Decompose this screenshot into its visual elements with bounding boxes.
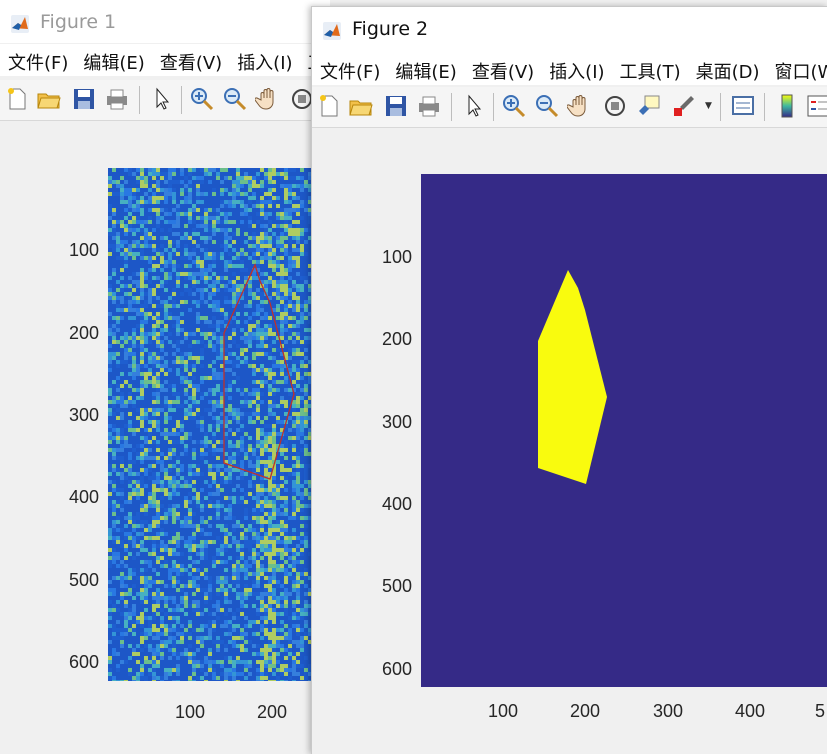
zoom-in-icon[interactable] [189,86,215,112]
menu-tools[interactable]: 工具(T) [620,53,681,84]
figure-2-titlebar[interactable]: Figure 2 [312,7,827,53]
figure-1-title: Figure 1 [40,11,116,33]
figure-1-menubar: 文件(F)编辑(E)查看(V)插入(I)工 [0,44,330,76]
figure-2-window[interactable]: Figure 2 文件(F) 编辑(E) 查看(V) 插入(I) 工具(T) 桌面(D) 窗… [311,6,827,754]
matlab-app-icon [10,14,30,34]
pointer-icon[interactable] [461,93,487,119]
y-tick-label: 400 [382,494,412,514]
brush-dropdown-icon[interactable]: ▼ [705,101,712,111]
figure-2-title: Figure 2 [352,18,428,40]
x-tick-label: 5 [815,701,825,721]
figure-1-window[interactable]: Figure 1 文件(F)编辑(E)查看(V)插入(I)工 100200300… [0,0,330,753]
y-tick-label: 100 [69,240,99,260]
matlab-app-icon [322,21,342,41]
y-tick-label: 300 [382,412,412,432]
menu-file[interactable]: 文件(F) [320,53,380,84]
pan-hand-icon[interactable] [255,86,281,112]
colorbar-icon[interactable] [774,93,800,119]
x-tick-label: 400 [735,701,765,721]
save-icon[interactable] [383,93,409,119]
figure-2-toolbar: ▼ [312,87,827,128]
menu-view[interactable]: 查看(V) [472,53,534,84]
figure-1-titlebar[interactable]: Figure 1 [0,0,330,43]
x-tick-label: 200 [257,702,287,722]
menu-insert[interactable]: 插入(I) [237,44,292,75]
x-tick-label: 100 [175,702,205,722]
menu-edit[interactable]: 编辑(E) [83,44,144,75]
new-file-icon[interactable] [316,93,342,119]
new-file-icon[interactable] [4,86,30,112]
y-tick-label: 300 [69,405,99,425]
figure-1-plot-canvas: 100 200 300 400 500 600 100 200 [0,121,330,753]
data-cursor-icon[interactable] [637,93,663,119]
menu-view[interactable]: 查看(V) [160,44,222,75]
y-tick-label: 600 [382,659,412,679]
y-tick-label: 100 [382,247,412,267]
zoom-out-icon[interactable] [534,93,560,119]
x-tick-label: 200 [570,701,600,721]
menu-window[interactable]: 窗口(W [775,53,827,84]
figure-1-axes[interactable]: 100 200 300 400 500 600 100 200 [0,121,330,753]
figure-2-menubar: 文件(F) 编辑(E) 查看(V) 插入(I) 工具(T) 桌面(D) 窗口(W [312,53,827,85]
menu-file[interactable]: 文件(F) [8,44,68,75]
y-tick-label: 600 [69,652,99,672]
brush-icon[interactable] [671,93,697,119]
menu-edit[interactable]: 编辑(E) [395,53,456,84]
print-icon[interactable] [104,86,130,112]
y-tick-label: 500 [382,576,412,596]
mask-background [421,174,827,687]
x-tick-label: 100 [488,701,518,721]
y-tick-label: 200 [382,329,412,349]
rotate-3d-icon[interactable] [602,93,628,119]
y-tick-label: 500 [69,570,99,590]
figure-1-toolbar [0,80,330,121]
figure-2-plot-canvas: 100 200 300 400 500 600 100 200 300 400 5 [312,128,827,754]
zoom-in-icon[interactable] [501,93,527,119]
print-icon[interactable] [416,93,442,119]
zoom-out-icon[interactable] [222,86,248,112]
figure-2-axes[interactable]: 100 200 300 400 500 600 100 200 300 400 5 [312,128,827,754]
link-plot-icon[interactable] [730,93,756,119]
figure-1-image [108,168,330,684]
y-tick-label: 200 [69,323,99,343]
menu-desktop[interactable]: 桌面(D) [696,53,760,84]
save-icon[interactable] [71,86,97,112]
open-folder-icon[interactable] [348,93,374,119]
x-tick-label: 300 [653,701,683,721]
pan-hand-icon[interactable] [567,93,593,119]
y-tick-label: 400 [69,487,99,507]
open-folder-icon[interactable] [36,86,62,112]
legend-icon[interactable] [806,93,827,119]
menu-insert[interactable]: 插入(I) [549,53,604,84]
pointer-icon[interactable] [149,86,175,112]
